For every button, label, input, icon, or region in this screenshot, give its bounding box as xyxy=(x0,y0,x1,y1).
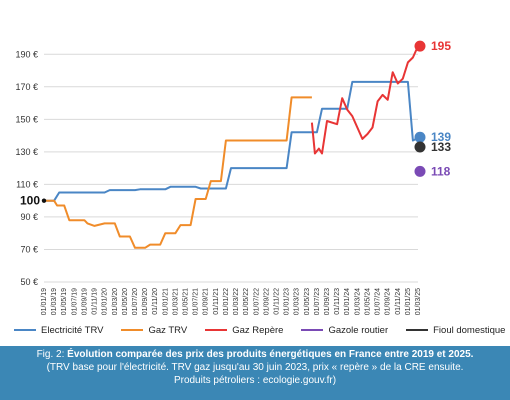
legend-item-electricite: Electricité TRV xyxy=(14,325,103,336)
end-point-marker xyxy=(414,40,426,52)
x-tick-label: 01/01/20 xyxy=(102,288,109,315)
x-tick-label: 01/09/24 xyxy=(385,288,392,315)
chart-legend: Electricité TRV Gaz TRV Gaz Repère Gazol… xyxy=(0,318,510,342)
x-tick-label: 01/11/22 xyxy=(273,288,280,315)
end-point-label: 195 xyxy=(431,39,451,53)
legend-swatch xyxy=(14,329,36,331)
caption-title: Évolution comparée des prix des produits… xyxy=(67,349,474,360)
caption-line-1: Fig. 2: Évolution comparée des prix des … xyxy=(0,348,510,361)
x-tick-label: 01/05/22 xyxy=(243,288,250,315)
series-line-electricit-trv xyxy=(44,80,419,202)
x-tick-label: 01/05/24 xyxy=(364,288,371,315)
x-tick-label: 01/09/23 xyxy=(324,288,331,315)
y-tick-label: 90 € xyxy=(20,212,38,222)
y-tick-label: 70 € xyxy=(20,244,38,254)
legend-label: Gaz TRV xyxy=(148,324,188,336)
series-line-gaz-trv xyxy=(44,96,312,249)
x-tick-label: 01/01/24 xyxy=(344,288,351,315)
x-tick-label: 01/05/20 xyxy=(122,288,129,315)
x-tick-label: 01/01/21 xyxy=(162,288,169,315)
x-tick-label: 01/03/23 xyxy=(294,288,301,315)
legend-label: Electricité TRV xyxy=(41,324,104,336)
y-tick-label: 170 € xyxy=(15,82,38,92)
x-tick-label: 01/05/19 xyxy=(61,288,68,315)
legend-item-gaz-trv: Gaz TRV xyxy=(121,325,187,336)
legend-label: Gazole routier xyxy=(328,324,389,336)
legend-item-gazole: Gazole routier xyxy=(301,325,388,336)
x-tick-label: 01/07/22 xyxy=(253,288,260,315)
legend-swatch xyxy=(121,329,144,331)
x-tick-label: 01/11/24 xyxy=(395,288,402,315)
x-tick-label: 01/09/20 xyxy=(142,288,149,315)
y-tick-label: 130 € xyxy=(15,147,38,157)
x-tick-label: 01/03/20 xyxy=(112,288,119,315)
x-tick-label: 01/09/21 xyxy=(203,288,210,315)
series-line-gaz-rep-re xyxy=(310,45,419,155)
caption-line-3: Produits pétroliers : ecologie.gouv.fr) xyxy=(173,375,337,386)
y-tick-label: 50 € xyxy=(20,277,38,287)
x-tick-label: 01/01/23 xyxy=(284,288,291,315)
x-tick-label: 01/01/19 xyxy=(41,288,48,315)
x-tick-label: 01/03/21 xyxy=(172,288,179,315)
legend-label: Fioul domestique xyxy=(433,324,506,336)
end-point-marker xyxy=(414,165,426,177)
x-tick-label: 01/07/19 xyxy=(71,288,78,315)
legend-label: Gaz Repère xyxy=(232,324,284,336)
x-tick-label: 01/09/19 xyxy=(81,288,88,315)
x-tick-label: 01/11/19 xyxy=(92,288,99,315)
x-tick-label: 01/03/25 xyxy=(415,288,422,315)
end-point-marker xyxy=(414,141,426,153)
end-point-marker xyxy=(414,131,426,143)
legend-swatch xyxy=(301,329,324,331)
legend-swatch xyxy=(406,329,429,331)
figure-caption: Fig. 2: Évolution comparée des prix des … xyxy=(0,346,510,400)
legend-item-gaz-repere: Gaz Repère xyxy=(205,325,283,336)
x-tick-label: 01/03/24 xyxy=(354,288,361,315)
x-tick-label: 01/03/22 xyxy=(233,288,240,315)
x-tick-label: 01/11/20 xyxy=(152,288,159,315)
x-tick-label: 01/07/23 xyxy=(314,288,321,315)
end-point-label: 139 xyxy=(431,130,451,144)
line-chart: 50 € 70 € 90 € 110 € 130 € 150 € 170 € 190 € 01/… xyxy=(15,39,451,315)
x-tick-label: 01/09/22 xyxy=(263,288,270,315)
x-tick-label: 01/01/22 xyxy=(223,288,230,315)
end-point-label: 118 xyxy=(431,164,451,178)
y-tick-label: 190 € xyxy=(15,49,38,59)
x-tick-label: 01/05/21 xyxy=(183,288,190,315)
caption-line-2: (TRV base pour l'électricité. TRV gaz ju… xyxy=(46,362,464,373)
x-tick-label: 01/07/20 xyxy=(132,288,139,315)
x-tick-label: 01/03/19 xyxy=(51,288,58,315)
y-tick-label: 110 € xyxy=(16,179,38,189)
x-tick-label: 01/11/21 xyxy=(213,288,220,315)
y-tick-label: 150 € xyxy=(15,114,38,124)
legend-item-fioul: Fioul domestique xyxy=(406,325,505,336)
start-point-marker xyxy=(41,198,47,203)
caption-prefix: Fig. 2: xyxy=(36,349,68,360)
x-tick-label: 01/05/23 xyxy=(304,288,311,315)
x-tick-label: 01/07/24 xyxy=(375,288,382,315)
legend-swatch xyxy=(205,329,228,331)
x-tick-label: 01/01/25 xyxy=(405,288,412,315)
end-point-label: 133 xyxy=(431,140,451,154)
start-point-label: 100 xyxy=(20,194,40,208)
x-tick-label: 01/11/23 xyxy=(334,288,341,315)
x-tick-label: 01/07/21 xyxy=(193,288,200,315)
